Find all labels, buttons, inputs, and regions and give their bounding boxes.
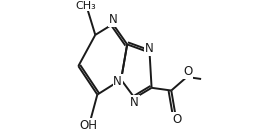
Text: N: N xyxy=(113,75,122,88)
Text: O: O xyxy=(172,113,181,126)
Text: N: N xyxy=(130,96,139,109)
Text: OH: OH xyxy=(79,119,97,132)
Text: N: N xyxy=(109,14,117,26)
Text: CH₃: CH₃ xyxy=(75,1,96,11)
Text: N: N xyxy=(145,42,154,55)
Text: O: O xyxy=(183,65,193,78)
